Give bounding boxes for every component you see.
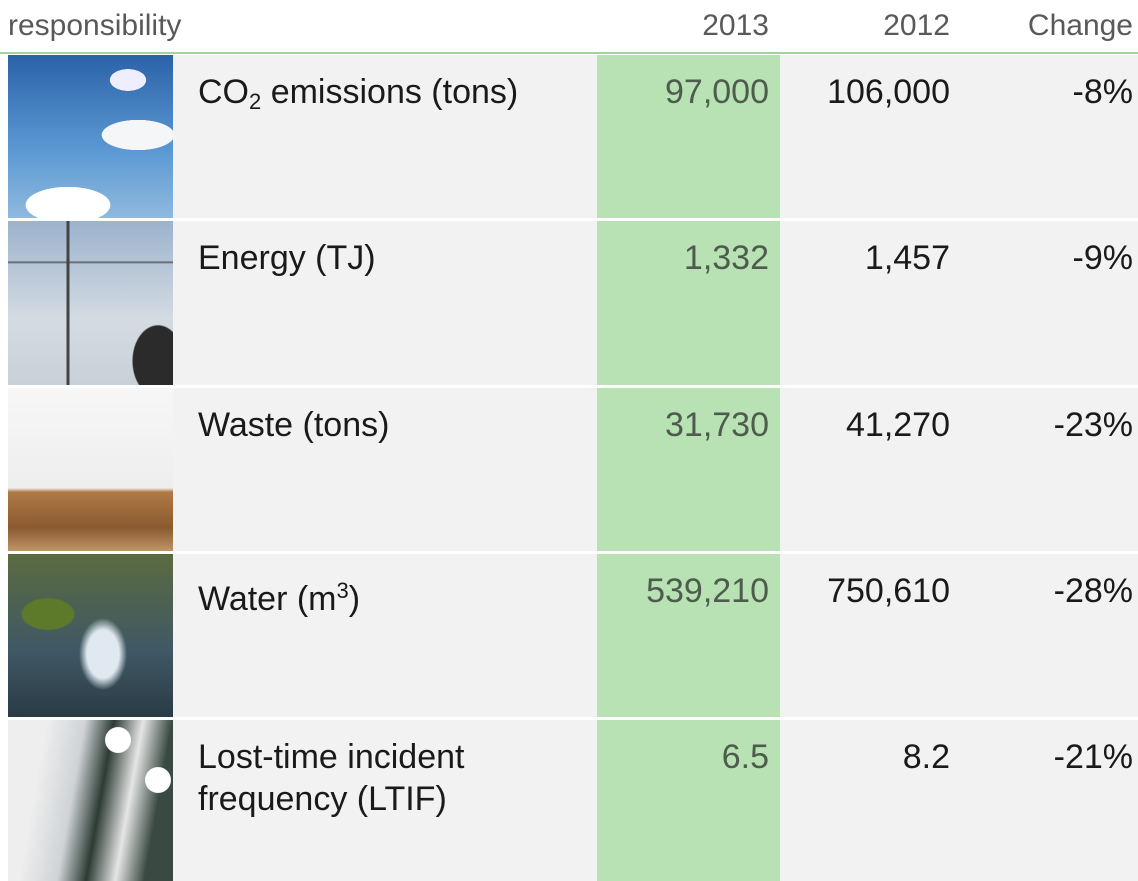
- cell-value: 1,457: [780, 237, 950, 279]
- row-label: Waste (tons): [198, 404, 568, 446]
- cell-value: 41,270: [780, 404, 950, 446]
- table-row: Energy (TJ) 1,332 1,457-9%: [8, 221, 1138, 385]
- column-header: Change: [950, 0, 1133, 52]
- cell-value: 6.5: [597, 736, 769, 778]
- label-part: emissions (tons): [261, 73, 518, 111]
- cell-value: 8.2: [780, 736, 950, 778]
- label-part: Energy (TJ): [198, 239, 376, 277]
- label-part: Water (m: [198, 580, 337, 618]
- header-rule: [0, 52, 1138, 54]
- cell-value: -28%: [950, 570, 1133, 612]
- cell-value: 1,332: [597, 237, 769, 279]
- label-part: CO: [198, 73, 249, 111]
- table-row: Water (m3) 539,210 750,610-28%: [8, 554, 1138, 717]
- cell-value: 106,000: [780, 71, 950, 113]
- table-row: Waste (tons) 31,730 41,270-23%: [8, 388, 1138, 551]
- label-part: ): [349, 580, 360, 618]
- table-row: Lost-time incident frequency (LTIF) 6.5 8.…: [8, 720, 1138, 881]
- cell-value: -21%: [950, 736, 1133, 778]
- cell-value: 750,610: [780, 570, 950, 612]
- label-part: 2: [249, 89, 261, 114]
- cell-value: -23%: [950, 404, 1133, 446]
- header-title: responsibility: [8, 0, 181, 52]
- cell-value: 31,730: [597, 404, 769, 446]
- row-label: Water (m3): [198, 570, 568, 620]
- row-label: CO2 emissions (tons): [198, 71, 568, 123]
- column-header: 2012: [780, 0, 950, 52]
- label-part: Lost-time incident frequency (LTIF): [198, 738, 464, 818]
- row-label: Energy (TJ): [198, 237, 568, 279]
- cell-value: -8%: [950, 71, 1133, 113]
- row-label: Lost-time incident frequency (LTIF): [198, 736, 568, 820]
- row-image: [8, 720, 173, 881]
- page: {"header": {"title": "responsibility", "…: [0, 0, 1138, 881]
- table-row: CO2 emissions (tons) 97,000 106,000-8%: [8, 55, 1138, 218]
- cell-value: 97,000: [597, 71, 769, 113]
- column-header: 2013: [597, 0, 769, 52]
- label-part: 3: [337, 578, 349, 603]
- cell-value: 539,210: [597, 570, 769, 612]
- row-image: [8, 388, 173, 551]
- row-image: [8, 55, 173, 218]
- row-image: [8, 554, 173, 717]
- label-part: Waste (tons): [198, 406, 389, 444]
- row-image: [8, 221, 173, 385]
- cell-value: -9%: [950, 237, 1133, 279]
